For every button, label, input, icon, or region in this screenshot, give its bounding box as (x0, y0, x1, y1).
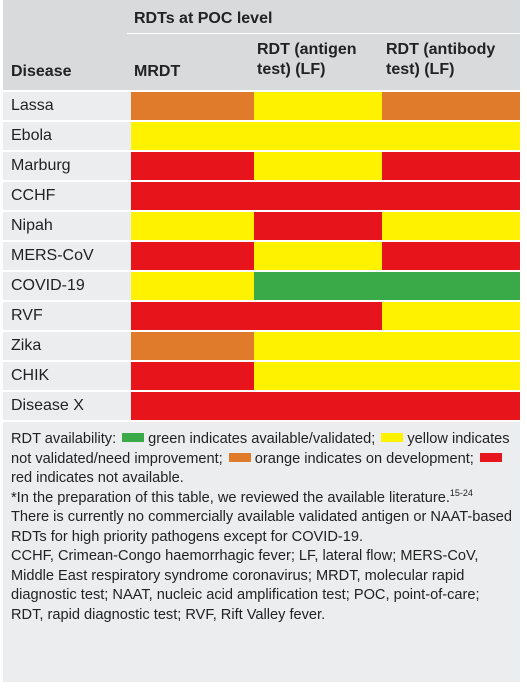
disease-label: Lassa (3, 92, 132, 120)
legend-swatch (381, 433, 404, 442)
status-cell (381, 212, 521, 240)
table-row: CCHF (3, 180, 521, 210)
legend-text: orange indicates on development; (254, 450, 474, 467)
note-text: *In the preparation of this table, we re… (11, 489, 450, 506)
status-cell (131, 122, 254, 150)
legend-swatch (122, 433, 145, 442)
column-header: RDT (antigen test) (LF) (257, 41, 357, 78)
status-cell (131, 92, 254, 120)
note-text: There is currently no commercially avail… (11, 509, 513, 545)
disease-label: Ebola (3, 122, 132, 150)
status-cell (381, 242, 521, 270)
table-row: Lassa (3, 90, 521, 120)
legend-swatch (228, 452, 251, 462)
status-cell (381, 92, 521, 120)
note: *In the preparation of this table, we re… (11, 487, 514, 548)
table-row: CHIK (3, 360, 521, 390)
status-cell (381, 152, 521, 180)
table-row: MERS-CoV (3, 240, 521, 270)
status-cell (253, 122, 382, 150)
footnote: RDT availability: green indicates availab… (3, 422, 520, 682)
disease-label: RVF (3, 302, 132, 330)
table-row: RVF (3, 300, 521, 330)
table-row: Ebola (3, 120, 521, 150)
status-cell (381, 362, 521, 390)
disease-label: Zika (3, 332, 132, 360)
disease-label: Marburg (3, 152, 132, 180)
status-cell (131, 182, 254, 210)
status-cell (131, 302, 254, 330)
status-cell (253, 362, 382, 390)
table-row: Marburg (3, 150, 521, 180)
table-row: Nipah (3, 210, 521, 240)
status-cell (253, 302, 382, 330)
disease-label: Nipah (3, 212, 132, 240)
table-row: COVID-19 (3, 270, 521, 300)
legend-text: green indicates available/validated; (148, 431, 376, 447)
disease-label: COVID-19 (3, 272, 132, 300)
disease-label: CCHF (3, 182, 132, 210)
group-header: RDTs at POC level (134, 10, 273, 27)
table-body: Lassa Ebola Marburg CCHF Nipah MERS-CoV COVID-… (3, 90, 521, 420)
column-header: RDT (antibody test) (LF) (386, 41, 496, 78)
table-row: Zika (3, 330, 521, 360)
abbreviations: CCHF, Crimean-Congo haemorrhagic fever; … (11, 548, 480, 623)
status-cell (131, 332, 254, 360)
status-cell (381, 182, 521, 210)
status-cell (253, 92, 382, 120)
status-cell (253, 332, 382, 360)
status-cell (131, 242, 254, 270)
status-cell (381, 122, 521, 150)
status-cell (131, 392, 254, 420)
column-header: MRDT (134, 63, 181, 80)
disease-label: Disease X (3, 392, 132, 420)
legend-text: red indicates not available. (11, 470, 184, 486)
header-rule (127, 33, 520, 34)
table-row: Disease X (3, 390, 521, 420)
status-cell (131, 272, 254, 300)
status-cell (131, 212, 254, 240)
column-header: Disease (11, 63, 72, 80)
legend: RDT availability: green indicates availab… (11, 430, 514, 489)
legend-intro: RDT availability: (11, 431, 117, 447)
status-cell (131, 362, 254, 390)
legend-swatch (479, 452, 502, 462)
status-cell (253, 152, 382, 180)
reference: 15-24 (449, 487, 473, 498)
status-cell (131, 152, 254, 180)
status-cell (253, 392, 382, 420)
status-cell (253, 272, 382, 300)
table: RDTs at POC level Disease MRDT RDT (anti… (3, 0, 521, 682)
status-cell (381, 302, 521, 330)
table-header: RDTs at POC level Disease MRDT RDT (anti… (3, 0, 520, 90)
disease-label: MERS-CoV (3, 242, 132, 270)
legend-text: yellow indicates not validated/need impr… (11, 431, 510, 467)
status-cell (253, 182, 382, 210)
status-cell (381, 392, 521, 420)
status-cell (253, 212, 382, 240)
disease-label: CHIK (3, 362, 132, 390)
status-cell (381, 272, 521, 300)
status-cell (253, 242, 382, 270)
status-cell (381, 332, 521, 360)
